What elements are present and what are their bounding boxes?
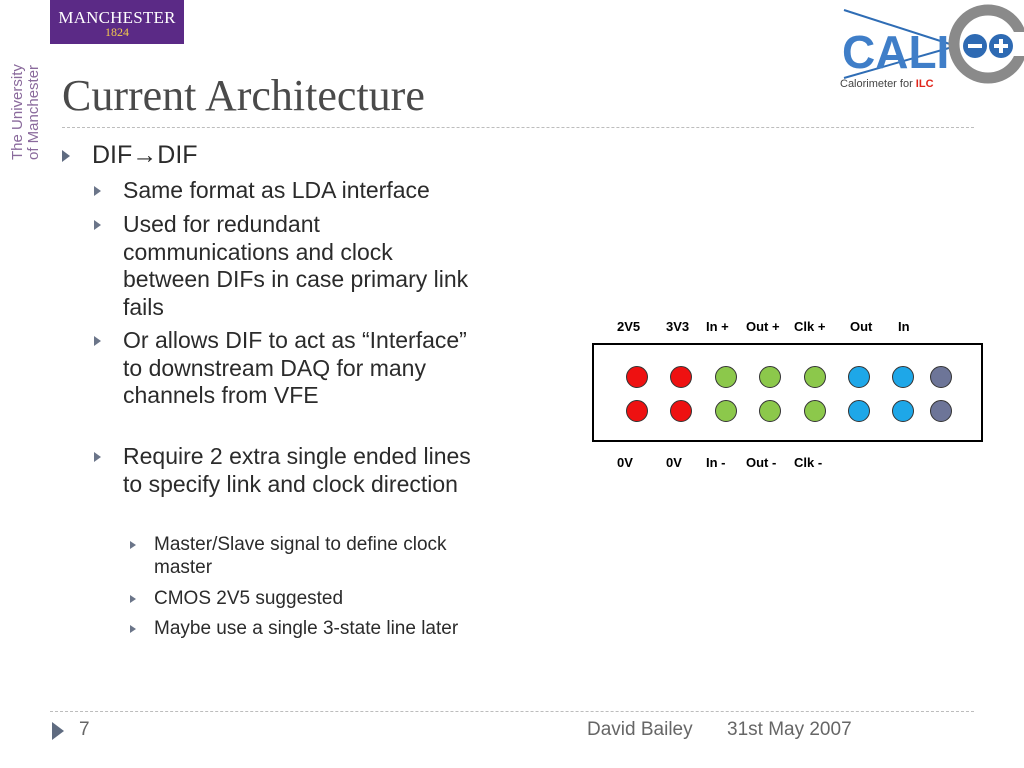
university-wordmark-line1: The University bbox=[9, 64, 26, 160]
bullet-arrow-icon bbox=[94, 452, 101, 462]
pin-label: Out - bbox=[746, 455, 777, 470]
manchester-logo: MANCHESTER 1824 bbox=[50, 0, 184, 44]
connector-pin bbox=[715, 400, 737, 422]
slide-title: Current Architecture bbox=[62, 71, 425, 120]
pin-label: In - bbox=[706, 455, 726, 470]
bullet-text: Master/Slave signal to define clock mast… bbox=[154, 534, 447, 578]
bullet-item: Maybe use a single 3-state line later bbox=[130, 617, 510, 640]
footer-author: David Bailey bbox=[587, 719, 693, 740]
bullet-arrow-icon bbox=[94, 186, 101, 196]
connector-pin bbox=[759, 366, 781, 388]
bullet-item: Master/Slave signal to define clock mast… bbox=[130, 533, 510, 579]
pin-label: Clk + bbox=[794, 319, 826, 334]
pin-label: In bbox=[898, 319, 910, 334]
connector-pin bbox=[759, 400, 781, 422]
calice-logo-text: CALI bbox=[842, 26, 949, 78]
university-wordmark-line2: of Manchester bbox=[25, 64, 42, 160]
pin-label: 0V bbox=[617, 455, 633, 470]
bullet-item: Require 2 extra single ended lines to sp… bbox=[94, 443, 484, 498]
connector-pin bbox=[626, 366, 648, 388]
connector-pin bbox=[804, 366, 826, 388]
manchester-logo-name: MANCHESTER bbox=[58, 8, 176, 27]
bullet-item: Used for redundant communications and cl… bbox=[94, 211, 484, 321]
footer-divider bbox=[50, 711, 974, 712]
connector-pin bbox=[930, 400, 952, 422]
footer-date: 31st May 2007 bbox=[727, 719, 852, 740]
connector-pin bbox=[892, 366, 914, 388]
connector-body bbox=[592, 343, 983, 442]
bullet-arrow-icon bbox=[130, 625, 136, 633]
pin-label: Out bbox=[850, 319, 873, 334]
bullet-item: Same format as LDA interface bbox=[94, 177, 514, 205]
page-number: 7 bbox=[79, 719, 90, 740]
connector-pin bbox=[930, 366, 952, 388]
pin-label: Out + bbox=[746, 319, 780, 334]
manchester-logo-year: 1824 bbox=[105, 25, 129, 39]
bullet-text: Require 2 extra single ended lines to sp… bbox=[123, 443, 471, 497]
connector-pin bbox=[670, 400, 692, 422]
bullet-arrow-icon bbox=[130, 541, 136, 549]
calice-tagline: Calorimeter for ILC bbox=[840, 78, 934, 90]
bullet-text: Used for redundant communications and cl… bbox=[123, 211, 469, 320]
bullet-arrow-icon bbox=[94, 336, 101, 346]
connector-pin bbox=[848, 366, 870, 388]
pin-label: In + bbox=[706, 319, 729, 334]
connector-pin bbox=[670, 366, 692, 388]
bullet-text: Maybe use a single 3-state line later bbox=[154, 618, 459, 639]
pin-label: Clk - bbox=[794, 455, 823, 470]
bullet-arrow-icon bbox=[94, 220, 101, 230]
connector-pin bbox=[626, 400, 648, 422]
connector-pin bbox=[804, 400, 826, 422]
pin-label: 0V bbox=[666, 455, 682, 470]
bullet-item: DIF→DIF bbox=[62, 141, 502, 169]
bullet-item: CMOS 2V5 suggested bbox=[130, 587, 510, 610]
bullet-text: Or allows DIF to act as “Interface” to d… bbox=[123, 327, 467, 408]
bullet-text: Same format as LDA interface bbox=[123, 177, 430, 203]
connector-pin bbox=[715, 366, 737, 388]
bullet-arrow-icon bbox=[62, 150, 70, 162]
pin-label: 2V5 bbox=[617, 319, 641, 334]
calice-logo: CALI Calorimeter for ILC bbox=[840, 4, 1024, 90]
connector-pin bbox=[892, 400, 914, 422]
page-marker-icon bbox=[52, 722, 64, 740]
bullet-text: CMOS 2V5 suggested bbox=[154, 588, 344, 609]
bullet-arrow-icon bbox=[130, 595, 136, 603]
title-divider bbox=[62, 127, 974, 128]
pin-label: 3V3 bbox=[666, 319, 690, 334]
connector-pin bbox=[848, 400, 870, 422]
university-wordmark: The University of Manchester bbox=[9, 0, 50, 160]
bullet-text: DIF→DIF bbox=[92, 141, 198, 169]
bullet-item: Or allows DIF to act as “Interface” to d… bbox=[94, 327, 484, 410]
